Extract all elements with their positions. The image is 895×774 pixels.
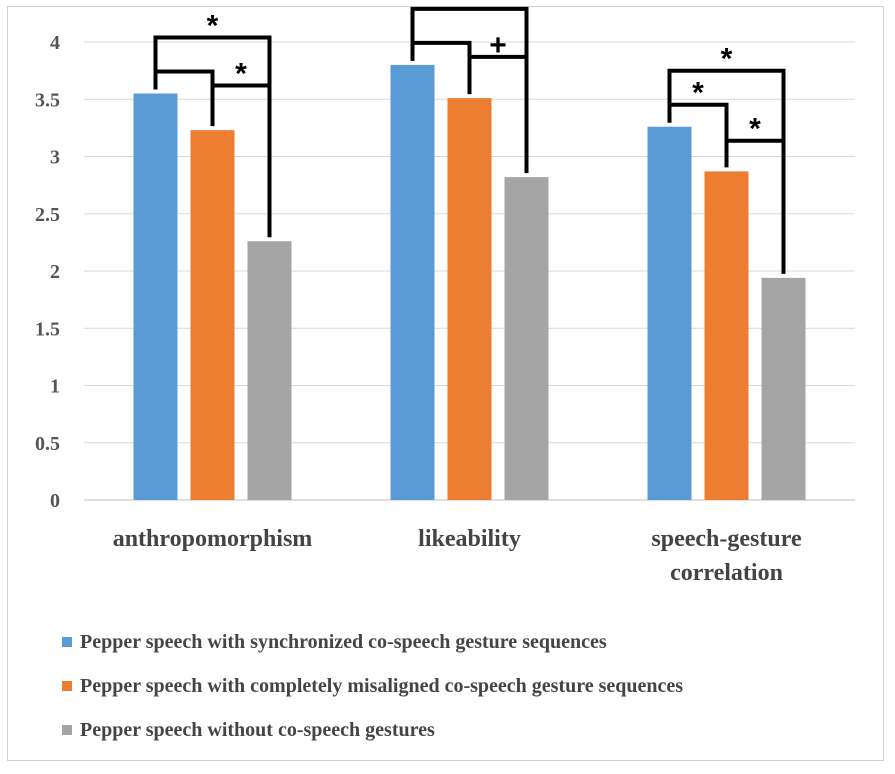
bar (647, 126, 692, 500)
x-category-label: likeability (418, 526, 521, 552)
legend-label-misaligned: Pepper speech with completely misaligned… (80, 674, 684, 697)
bar (133, 93, 178, 501)
legend-swatch-gray (62, 725, 72, 735)
bar (247, 241, 292, 501)
significance-bracket (667, 68, 786, 274)
y-tick-label: 0.5 (35, 433, 60, 455)
significance-bracket (412, 40, 472, 95)
significance-bracket (153, 35, 272, 238)
bar (761, 277, 806, 500)
legend-swatch-orange (62, 681, 72, 691)
y-tick-label: 3.5 (35, 89, 60, 111)
x-category-label: speech-gesture (651, 526, 802, 552)
y-tick-label: 2.5 (35, 204, 60, 226)
bar (390, 64, 435, 501)
significance-marker: * (692, 77, 704, 110)
significance-marker: * (721, 43, 733, 76)
y-tick-label: 3 (50, 147, 60, 169)
legend-item-synchronized: Pepper speech with synchronized co-speec… (62, 620, 683, 664)
significance-bracket (669, 102, 729, 168)
significance-marker: * (464, 0, 476, 14)
bar-chart: 0 0.5 1 1.5 2 2.5 3 3.5 4 anthropomorphism likeabi… (35, 0, 855, 586)
chart-legend: Pepper speech with synchronized co-speec… (62, 620, 683, 752)
legend-item-misaligned: Pepper speech with completely misaligned… (62, 664, 683, 708)
x-category-label: correlation (670, 560, 783, 586)
bar (704, 171, 749, 500)
y-tick-label: 4 (50, 32, 60, 54)
significance-marker: * (749, 113, 761, 146)
bar (504, 177, 549, 501)
significance-marker: * (207, 10, 219, 43)
legend-item-without: Pepper speech without co-speech gestures (62, 708, 683, 752)
y-tick-label: 2 (50, 261, 60, 283)
bar (447, 98, 492, 500)
significance-marker: + (489, 29, 507, 62)
legend-label-synchronized: Pepper speech with synchronized co-speec… (80, 630, 607, 653)
y-tick-label: 1 (50, 376, 60, 398)
x-category-label: anthropomorphism (113, 526, 313, 552)
y-tick-label: 0 (50, 490, 60, 512)
significance-marker: * (235, 58, 247, 91)
bar (190, 130, 235, 501)
legend-label-without: Pepper speech without co-speech gestures (80, 718, 435, 741)
y-tick-label: 1.5 (35, 318, 60, 340)
legend-swatch-blue (62, 637, 72, 647)
significance-bracket (410, 6, 529, 174)
significance-bracket (155, 69, 215, 127)
